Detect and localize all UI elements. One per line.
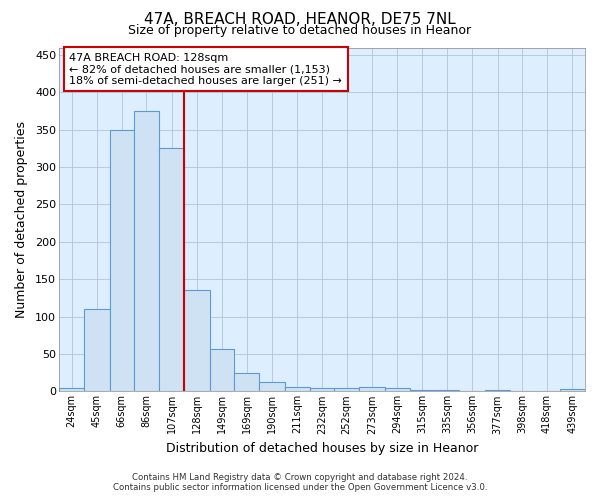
Bar bbox=[385, 388, 410, 392]
Bar bbox=[560, 389, 585, 392]
Bar bbox=[134, 111, 159, 392]
Text: Size of property relative to detached houses in Heanor: Size of property relative to detached ho… bbox=[128, 24, 472, 37]
Bar bbox=[84, 309, 110, 392]
Bar bbox=[159, 148, 184, 392]
Bar bbox=[334, 388, 359, 392]
Bar bbox=[59, 388, 84, 392]
X-axis label: Distribution of detached houses by size in Heanor: Distribution of detached houses by size … bbox=[166, 442, 478, 455]
Bar bbox=[359, 387, 385, 392]
Bar bbox=[209, 349, 234, 392]
Bar bbox=[410, 390, 434, 392]
Bar bbox=[259, 382, 284, 392]
Bar bbox=[234, 372, 259, 392]
Bar bbox=[110, 130, 134, 392]
Bar bbox=[310, 388, 334, 392]
Bar bbox=[184, 290, 209, 392]
Bar bbox=[485, 390, 510, 392]
Bar bbox=[284, 387, 310, 392]
Bar bbox=[434, 390, 460, 392]
Text: Contains HM Land Registry data © Crown copyright and database right 2024.
Contai: Contains HM Land Registry data © Crown c… bbox=[113, 473, 487, 492]
Text: 47A, BREACH ROAD, HEANOR, DE75 7NL: 47A, BREACH ROAD, HEANOR, DE75 7NL bbox=[144, 12, 456, 28]
Y-axis label: Number of detached properties: Number of detached properties bbox=[15, 121, 28, 318]
Text: 47A BREACH ROAD: 128sqm
← 82% of detached houses are smaller (1,153)
18% of semi: 47A BREACH ROAD: 128sqm ← 82% of detache… bbox=[70, 52, 342, 86]
